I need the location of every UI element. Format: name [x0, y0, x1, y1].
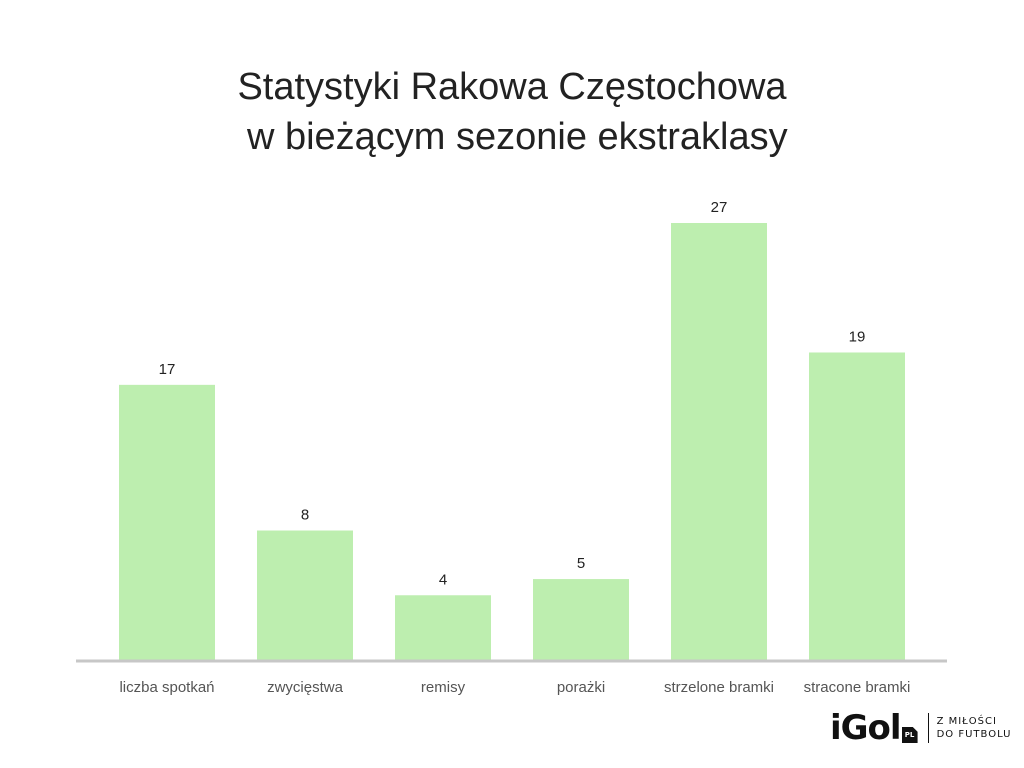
category-label-5: stracone bramki: [804, 679, 911, 696]
bar-3: [533, 579, 629, 660]
bar-0: [119, 384, 215, 660]
bar-value-label-5: 19: [849, 328, 866, 345]
bar-value-label-0: 17: [159, 361, 176, 378]
logo-divider: [927, 713, 929, 743]
igol-logo: iGol PL Z MIŁOŚCI DO FUTBOLU: [830, 708, 1011, 748]
bar-value-label-2: 4: [439, 571, 447, 588]
bar-5: [809, 352, 905, 660]
bar-value-label-4: 27: [711, 199, 728, 216]
category-label-2: remisy: [421, 679, 466, 696]
bar-4: [671, 223, 767, 660]
logo-badge: PL: [901, 727, 918, 743]
logo-tagline-line-1: Z MIŁOŚCI: [936, 716, 997, 727]
chart-title: Statystyki Rakowa Częstochowa w bieżącym…: [0, 62, 1024, 162]
logo-tagline-line-2: DO FUTBOLU: [936, 729, 1012, 740]
bar-2: [395, 595, 491, 660]
category-label-3: porażki: [557, 679, 605, 696]
category-label-0: liczba spotkań: [119, 679, 214, 696]
bar-1: [257, 530, 353, 660]
bar-value-label-3: 5: [577, 555, 585, 572]
category-label-4: strzelone bramki: [664, 679, 774, 696]
chart-title-line-2: w bieżącym sezonie ekstraklasy: [236, 116, 788, 158]
bar-value-label-1: 8: [301, 507, 309, 524]
logo-tagline: Z MIŁOŚCI DO FUTBOLU: [937, 715, 1012, 741]
logo-wordmark: iGol: [830, 708, 902, 748]
chart-title-line-1: Statystyki Rakowa Częstochowa: [237, 66, 787, 108]
category-label-1: zwycięstwa: [267, 679, 344, 696]
